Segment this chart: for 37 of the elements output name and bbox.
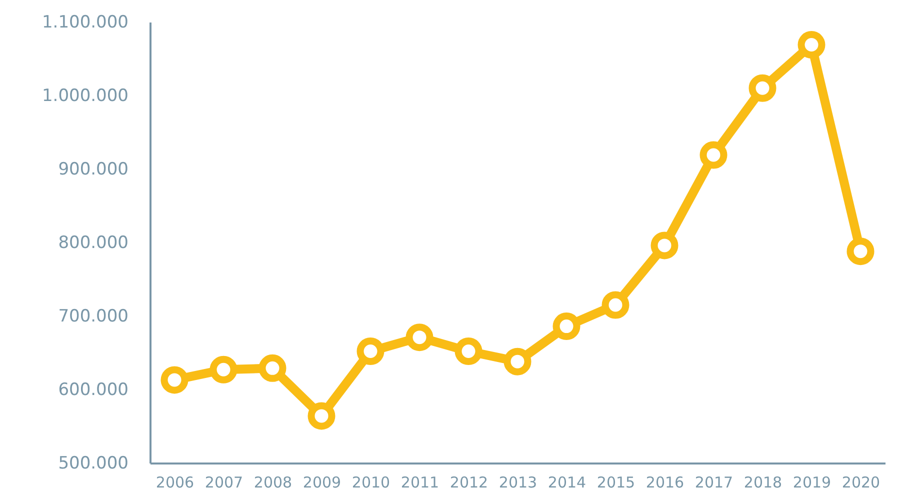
y-tick-label: 700.000 [58,306,128,326]
point [650,232,678,260]
x-tick-label: 2020 [842,474,880,492]
x-tick-label: 2006 [156,474,194,492]
point [798,31,826,59]
point [454,338,482,366]
x-tick-label: 2011 [400,474,440,492]
y-tick-label: 1.000.000 [42,86,128,106]
point [846,238,874,266]
y-tick-label: 1.100.000 [42,12,128,32]
point [308,402,336,430]
y-tick-label: 600.000 [58,380,128,400]
x-tick-label: 2012 [450,474,488,492]
point [602,291,630,319]
point [356,338,384,366]
point [210,356,238,384]
x-tick-label: 2017 [694,474,734,492]
point [700,141,728,169]
x-tick-label: 2014 [548,474,586,492]
x-tick-label: 2013 [498,474,538,492]
x-tick-label: 2008 [254,474,292,492]
x-tick-label: 2016 [646,474,684,492]
x-tick-label: 2015 [596,474,636,492]
point [406,324,434,352]
x-tick-label: 2007 [204,474,244,492]
y-tick-label: 500.000 [58,454,128,474]
x-tick-label: 2018 [744,474,782,492]
x-tick-label: 2019 [792,474,832,492]
point [160,366,188,394]
point [552,312,580,340]
y-tick-label: 800.000 [58,233,128,253]
point [748,74,776,102]
point [504,348,532,376]
x-tick-label: 2010 [352,474,390,492]
y-tick-label: 900.000 [58,160,128,180]
x-tick-label: 2009 [302,474,342,492]
point [258,354,286,382]
